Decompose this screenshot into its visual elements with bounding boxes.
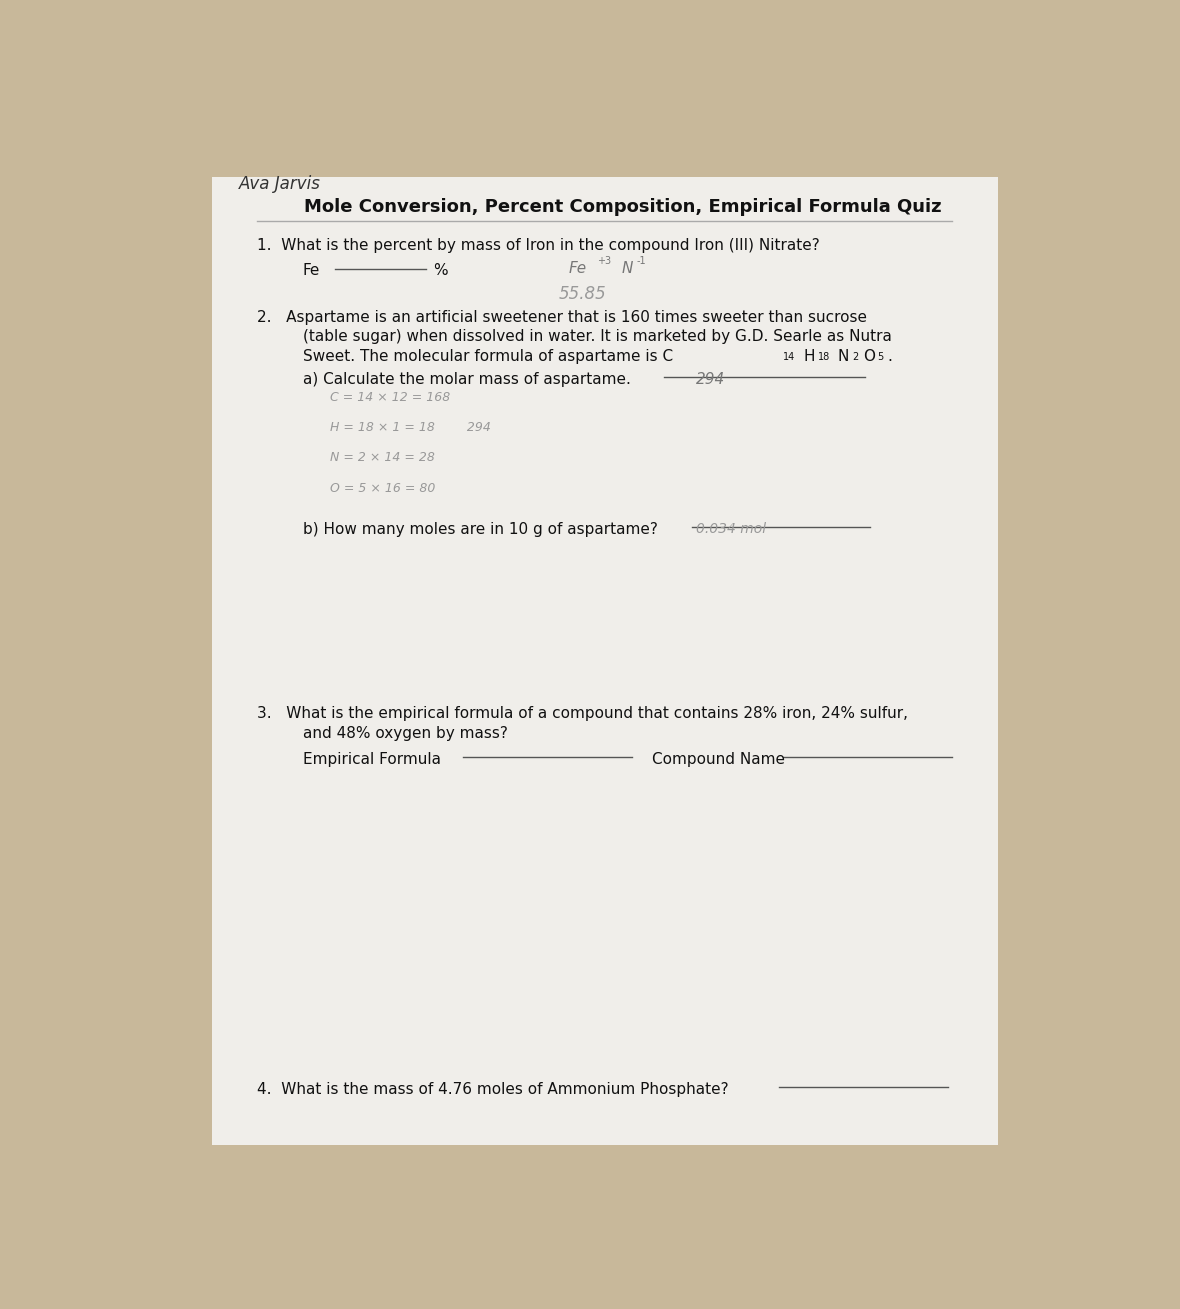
Text: 1.  What is the percent by mass of Iron in the compound Iron (III) Nitrate?: 1. What is the percent by mass of Iron i… [257,238,820,253]
Text: %: % [433,263,447,278]
Text: 3.   What is the empirical formula of a compound that contains 28% iron, 24% sul: 3. What is the empirical formula of a co… [257,707,909,721]
Text: a) Calculate the molar mass of aspartame.: a) Calculate the molar mass of aspartame… [303,372,631,386]
Text: Mole Conversion, Percent Composition, Empirical Formula Quiz: Mole Conversion, Percent Composition, Em… [304,199,942,216]
Text: 0.034 mol: 0.034 mol [696,522,766,535]
Text: N = 2 × 14 = 28: N = 2 × 14 = 28 [330,452,435,465]
Text: (table sugar) when dissolved in water. It is marketed by G.D. Searle as Nutra: (table sugar) when dissolved in water. I… [303,330,892,344]
Text: 4.  What is the mass of 4.76 moles of Ammonium Phosphate?: 4. What is the mass of 4.76 moles of Amm… [257,1083,729,1097]
Text: +3: +3 [597,255,611,266]
Text: 2: 2 [853,352,859,361]
Text: 2.   Aspartame is an artificial sweetener that is 160 times sweeter than sucrose: 2. Aspartame is an artificial sweetener … [257,310,867,325]
Text: Sweet. The molecular formula of aspartame is C: Sweet. The molecular formula of aspartam… [303,348,673,364]
Text: O = 5 × 16 = 80: O = 5 × 16 = 80 [330,482,435,495]
Text: 294: 294 [696,372,726,386]
FancyBboxPatch shape [211,177,998,1145]
Text: O: O [863,348,874,364]
Text: 5: 5 [877,352,884,361]
Text: 55.85: 55.85 [559,285,607,304]
Text: 14: 14 [784,352,795,361]
Text: H = 18 × 1 = 18        294: H = 18 × 1 = 18 294 [330,421,491,435]
Text: -1: -1 [637,255,647,266]
Text: N: N [838,348,850,364]
Text: Fe: Fe [569,260,586,276]
Text: b) How many moles are in 10 g of aspartame?: b) How many moles are in 10 g of asparta… [303,522,657,537]
Text: N: N [621,260,632,276]
Text: and 48% oxygen by mass?: and 48% oxygen by mass? [303,725,507,741]
Text: 18: 18 [818,352,830,361]
Text: Compound Name: Compound Name [653,751,786,767]
Text: Fe: Fe [303,263,320,278]
Text: Ava Jarvis: Ava Jarvis [238,175,321,194]
Text: C = 14 × 12 = 168: C = 14 × 12 = 168 [330,391,451,404]
Text: .: . [887,348,892,364]
Text: Empirical Formula: Empirical Formula [303,751,441,767]
Text: H: H [804,348,814,364]
